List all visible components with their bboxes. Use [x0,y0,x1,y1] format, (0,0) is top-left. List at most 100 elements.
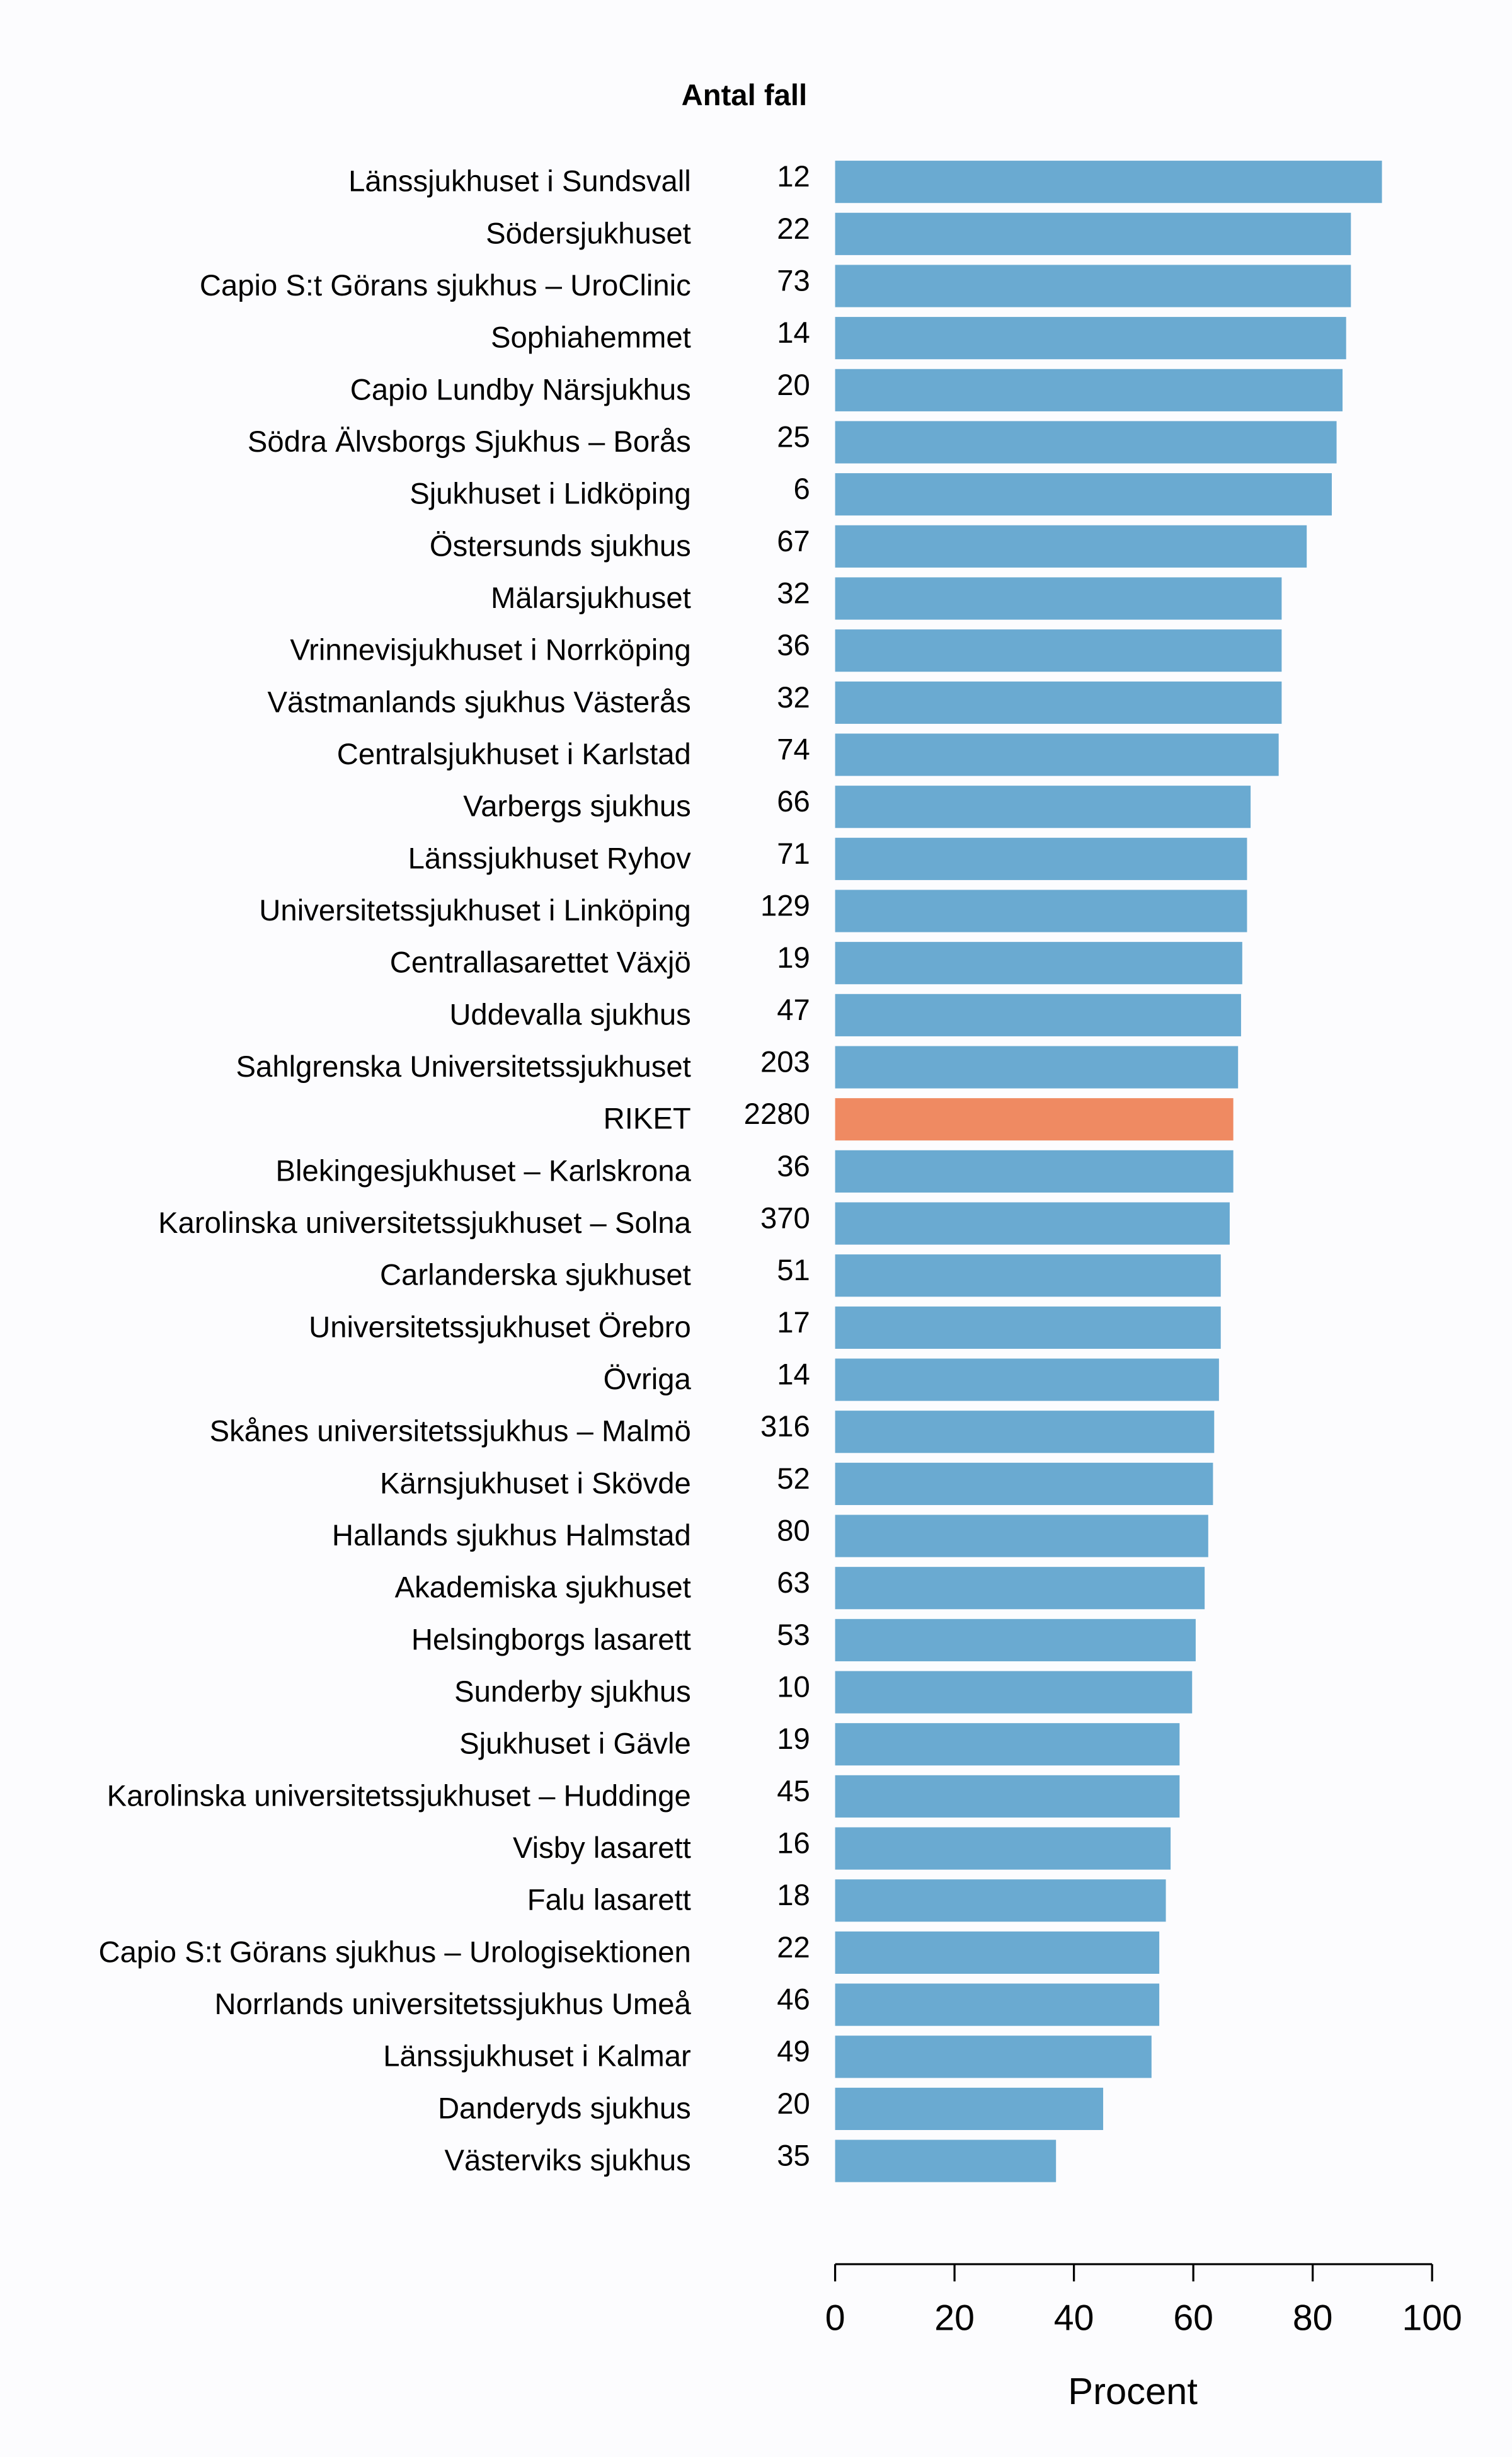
bar [835,681,1282,724]
bar [835,1931,1160,1974]
bar [835,525,1307,568]
category-label: Universitetssjukhuset i Linköping [259,894,690,927]
bar [835,1150,1234,1193]
bar [835,1046,1239,1089]
count-label: 71 [777,837,810,871]
bar [835,890,1247,932]
count-label: 6 [794,472,810,506]
count-label: 18 [777,1879,810,1912]
bar [835,317,1346,360]
x-tick-label: 40 [1054,2298,1094,2339]
bar [835,1515,1208,1557]
category-label: Östersunds sjukhus [430,529,691,563]
count-label: 22 [777,212,810,246]
bar [835,1879,1166,1922]
count-label: 19 [777,1722,810,1756]
count-label: 35 [777,2139,810,2173]
count-label: 73 [777,265,810,298]
count-label: 66 [777,785,810,818]
bar [835,1827,1171,1870]
count-label: 203 [760,1046,810,1079]
bar [835,2139,1057,2182]
bar [835,1723,1180,1766]
category-label: Uddevalla sjukhus [449,998,690,1031]
count-label: 25 [777,421,810,454]
count-label: 67 [777,525,810,558]
category-label: Capio Lundby Närsjukhus [350,373,691,406]
count-label: 19 [777,941,810,975]
bar [835,942,1242,985]
bar [835,1462,1213,1505]
count-label: 14 [777,316,810,350]
bar [835,212,1351,255]
category-label: Blekingesjukhuset – Karlskrona [276,1154,692,1188]
category-label: Centrallasarettet Växjö [390,946,691,980]
bar [835,786,1251,828]
category-label: Länssjukhuset Ryhov [408,842,692,875]
count-label: 12 [777,160,810,193]
count-label: 36 [777,1150,810,1183]
category-label: Sophiahemmet [491,321,691,355]
bar [835,629,1282,672]
category-label: Sahlgrenska Universitetssjukhuset [236,1050,691,1084]
category-label: Danderyds sjukhus [438,2092,691,2125]
category-label: Falu lasarett [527,1884,691,1917]
bar [835,1775,1180,1818]
category-label: Hallands sjukhus Halmstad [332,1519,691,1552]
bar [835,577,1282,620]
count-label: 52 [777,1462,810,1496]
bar [835,1671,1193,1714]
category-label: RIKET [604,1102,691,1136]
category-label: Sjukhuset i Lidköping [410,478,691,511]
bar [835,1358,1219,1401]
x-tick-label: 60 [1173,2298,1213,2339]
count-label: 80 [777,1515,810,1548]
x-tick-label: 20 [934,2298,975,2339]
bar [835,473,1332,516]
category-label: Visby lasarett [513,1831,691,1865]
category-label: Varbergs sjukhus [463,790,691,823]
bar [835,1098,1234,1141]
category-label: Västerviks sjukhus [445,2144,691,2177]
bar [835,1202,1230,1245]
bar [835,2087,1104,2130]
category-label: Vrinnevisjukhuset i Norrköping [290,634,690,667]
category-label: Carlanderska sjukhuset [380,1259,691,1292]
count-label: 46 [777,1983,810,2017]
count-label: 20 [777,2087,810,2121]
count-label: 17 [777,1306,810,1339]
count-label: 316 [760,1410,810,1443]
category-label: Karolinska universitetssjukhuset – Huddi… [107,1779,691,1813]
category-label: Länssjukhuset i Sundsvall [348,165,691,198]
category-label: Sjukhuset i Gävle [459,1727,691,1761]
x-tick-label: 80 [1293,2298,1333,2339]
count-label: 20 [777,369,810,402]
bar [835,1567,1205,1610]
category-label: Länssjukhuset i Kalmar [383,2040,691,2073]
bar [835,161,1382,203]
count-label: 49 [777,2035,810,2068]
count-label: 22 [777,1931,810,1964]
x-axis-label: Procent [1068,2370,1198,2412]
count-label: 74 [777,733,810,767]
bar [835,733,1279,776]
category-label: Centralsjukhuset i Karlstad [337,738,691,771]
category-label: Akademiska sjukhuset [395,1571,691,1605]
x-tick-label: 100 [1402,2298,1462,2339]
count-label: 129 [760,890,810,923]
count-label: 51 [777,1254,810,1287]
count-label: 370 [760,1202,810,1235]
category-label: Capio S:t Görans sjukhus – Urologisektio… [99,1935,691,1969]
bar [835,1983,1160,2026]
category-label: Övriga [604,1363,692,1396]
bar [835,2036,1152,2078]
bar [835,265,1351,307]
count-header: Antal fall [682,79,808,112]
count-label: 47 [777,994,810,1027]
category-label: Mälarsjukhuset [491,581,691,615]
x-tick-label: 0 [825,2298,845,2339]
count-label: 32 [777,577,810,610]
count-label: 45 [777,1775,810,1808]
category-label: Sunderby sjukhus [454,1675,691,1709]
